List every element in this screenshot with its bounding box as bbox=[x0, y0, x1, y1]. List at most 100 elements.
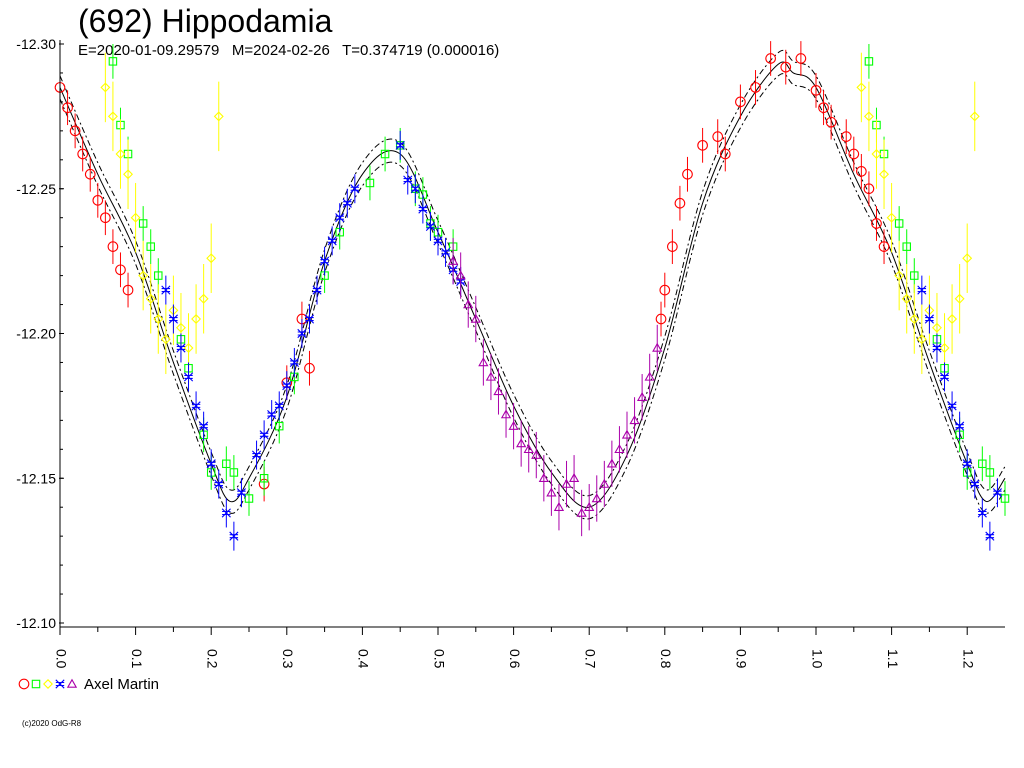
data-point bbox=[154, 271, 163, 280]
data-point bbox=[962, 253, 973, 264]
data-point bbox=[1000, 494, 1010, 503]
fit-curve bbox=[59, 61, 1006, 508]
data-point bbox=[947, 401, 957, 411]
data-point bbox=[939, 372, 950, 382]
data-point bbox=[463, 299, 474, 309]
data-point bbox=[335, 213, 345, 223]
data-point bbox=[955, 421, 965, 431]
data-point bbox=[864, 57, 874, 66]
data-point bbox=[735, 96, 746, 108]
copyright-text: (c)2020 OdG-R8 bbox=[22, 719, 82, 728]
x-tick-label: 1.2 bbox=[960, 649, 976, 669]
data-point bbox=[985, 531, 995, 541]
data-point bbox=[523, 443, 534, 454]
fit-curves bbox=[59, 49, 1006, 520]
data-point bbox=[100, 212, 111, 224]
x-tick-label: 0.3 bbox=[280, 649, 296, 669]
data-point bbox=[183, 342, 194, 353]
data-point bbox=[108, 57, 118, 66]
data-point bbox=[909, 314, 920, 325]
data-point bbox=[229, 531, 239, 541]
data-point bbox=[682, 168, 693, 180]
data-point bbox=[992, 488, 1003, 498]
x-tick-label: 0.5 bbox=[431, 649, 447, 669]
legend-markers bbox=[18, 678, 78, 690]
data-point bbox=[840, 131, 852, 142]
data-point bbox=[274, 401, 284, 411]
data-point bbox=[508, 420, 519, 430]
fit-curve-upper bbox=[59, 49, 1006, 497]
data-point bbox=[856, 166, 867, 177]
data-point bbox=[122, 284, 134, 296]
data-point bbox=[327, 236, 337, 246]
data-point bbox=[894, 270, 905, 281]
y-tick-label: -12.10 bbox=[16, 615, 56, 631]
data-point bbox=[652, 342, 663, 352]
data-point bbox=[297, 328, 307, 339]
data-point bbox=[954, 293, 965, 304]
data-point bbox=[493, 386, 504, 396]
data-point bbox=[795, 53, 807, 64]
data-point bbox=[985, 468, 995, 477]
data-point bbox=[659, 284, 671, 296]
data-point bbox=[236, 488, 247, 498]
data-point bbox=[123, 169, 134, 180]
data-point bbox=[970, 479, 980, 489]
data-point bbox=[199, 421, 209, 431]
data-point bbox=[69, 125, 81, 137]
series-diamond bbox=[100, 52, 980, 383]
data-point bbox=[871, 149, 882, 159]
data-point bbox=[917, 285, 927, 295]
data-point bbox=[168, 314, 178, 324]
data-point bbox=[629, 415, 640, 425]
data-point bbox=[206, 253, 217, 264]
data-point bbox=[931, 322, 942, 333]
data-point bbox=[591, 493, 602, 503]
data-point bbox=[599, 478, 610, 488]
x-tick-label: 0.8 bbox=[658, 649, 674, 669]
data-point bbox=[962, 459, 972, 469]
data-point bbox=[206, 459, 216, 469]
data-point bbox=[674, 197, 686, 209]
data-point bbox=[115, 149, 126, 159]
data-point bbox=[750, 82, 761, 93]
x-tick-label: 0.0 bbox=[53, 649, 69, 669]
data-point bbox=[531, 449, 542, 459]
data-point bbox=[636, 391, 648, 401]
chart-title: (692) Hippodamia bbox=[78, 3, 333, 39]
y-tick-label: -12.15 bbox=[16, 470, 56, 486]
data-point bbox=[606, 458, 618, 468]
data-point bbox=[470, 313, 481, 323]
data-point bbox=[107, 241, 119, 252]
data-point bbox=[84, 168, 96, 180]
data-point bbox=[886, 212, 897, 223]
data-point bbox=[910, 271, 919, 280]
data-point bbox=[304, 362, 315, 374]
data-point bbox=[655, 313, 667, 325]
data-point bbox=[267, 409, 277, 420]
data-point bbox=[259, 430, 269, 440]
data-point bbox=[229, 468, 239, 477]
data-points bbox=[54, 41, 1010, 551]
data-point bbox=[418, 204, 428, 214]
data-point bbox=[614, 443, 625, 454]
data-point bbox=[810, 84, 822, 96]
data-point bbox=[289, 357, 299, 368]
data-point bbox=[939, 342, 950, 353]
data-point bbox=[146, 242, 155, 251]
legend-label: Axel Martin bbox=[84, 675, 160, 693]
data-point bbox=[198, 293, 209, 304]
x-tick-label: 0.7 bbox=[582, 649, 598, 669]
data-point bbox=[644, 371, 655, 381]
data-point bbox=[410, 184, 420, 194]
x-tick-label: 0.2 bbox=[204, 649, 220, 669]
axes: -12.30 -12.25 -12.20 -12.15 -12.10 0.0 0.1 0.2 0… bbox=[16, 36, 1005, 669]
legend-marker-circle bbox=[18, 678, 30, 690]
data-point bbox=[304, 314, 315, 324]
data-point bbox=[978, 459, 987, 469]
x-tick-label: 1.1 bbox=[885, 649, 901, 669]
data-point bbox=[447, 255, 459, 265]
data-point bbox=[251, 450, 262, 460]
data-point bbox=[365, 178, 375, 188]
